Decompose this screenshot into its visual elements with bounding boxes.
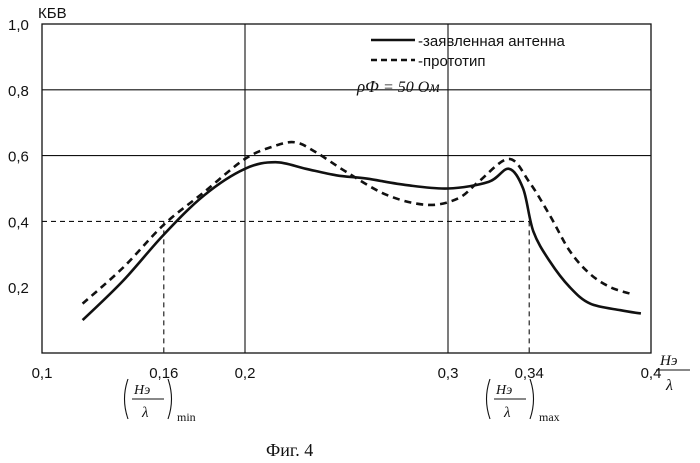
figure-caption: Фиг. 4 bbox=[266, 440, 313, 460]
y-tick-labels: 0,2 0,4 0,6 0,8 1,0 bbox=[8, 17, 29, 297]
bracket-min-denominator: λ bbox=[141, 405, 149, 421]
bracket-min-right-paren bbox=[168, 379, 172, 419]
bracket-max-denominator: λ bbox=[503, 405, 511, 421]
y-axis-label: КБВ bbox=[38, 5, 67, 22]
grid bbox=[42, 24, 651, 353]
bracket-max-right-paren bbox=[530, 379, 534, 419]
y-tick-label-4: 1,0 bbox=[8, 17, 29, 34]
legend: -заявленная антенна -прототип bbox=[371, 33, 565, 70]
series bbox=[83, 142, 641, 320]
x-tick-label-4: 0,34 bbox=[515, 365, 544, 382]
bracket-max-left-paren bbox=[487, 379, 491, 419]
x-tick-labels: 0,1 0,16 0,2 0,3 0,34 0,4 bbox=[32, 365, 662, 382]
x-axis-label-denominator: λ bbox=[665, 377, 673, 394]
x-tick-label-5: 0,4 bbox=[641, 365, 662, 382]
x-tick-label-1: 0,16 bbox=[149, 365, 178, 382]
bracket-min-subscript: min bbox=[177, 410, 196, 424]
x-tick-label-3: 0,3 bbox=[438, 365, 459, 382]
bracket-min: Hэ λ min bbox=[125, 379, 196, 424]
impedance-value: = 50 Ом bbox=[383, 79, 440, 96]
series-line-prototype bbox=[83, 142, 631, 304]
legend-label-solid: -заявленная антенна bbox=[418, 33, 565, 50]
y-tick-label-0: 0,2 bbox=[8, 280, 29, 297]
impedance-annotation: ρФ = 50 Ом bbox=[356, 77, 440, 96]
plot-frame bbox=[42, 24, 651, 353]
bracket-min-left-paren bbox=[125, 379, 129, 419]
x-tick-label-2: 0,2 bbox=[235, 365, 256, 382]
y-tick-label-2: 0,6 bbox=[8, 149, 29, 166]
bracket-max: Hэ λ max bbox=[487, 379, 560, 424]
y-tick-label-1: 0,4 bbox=[8, 214, 29, 231]
y-tick-label-3: 0,8 bbox=[8, 83, 29, 100]
bracket-min-numerator: Hэ bbox=[133, 383, 150, 398]
x-axis-label-numerator: Hэ bbox=[659, 353, 678, 369]
series-line-claimed-antenna bbox=[83, 162, 641, 320]
x-tick-label-0: 0,1 bbox=[32, 365, 53, 382]
bracket-max-numerator: Hэ bbox=[495, 383, 512, 398]
legend-label-dashed: -прототип bbox=[418, 53, 486, 70]
impedance-symbol: ρФ bbox=[356, 77, 379, 96]
bracket-max-subscript: max bbox=[539, 410, 560, 424]
